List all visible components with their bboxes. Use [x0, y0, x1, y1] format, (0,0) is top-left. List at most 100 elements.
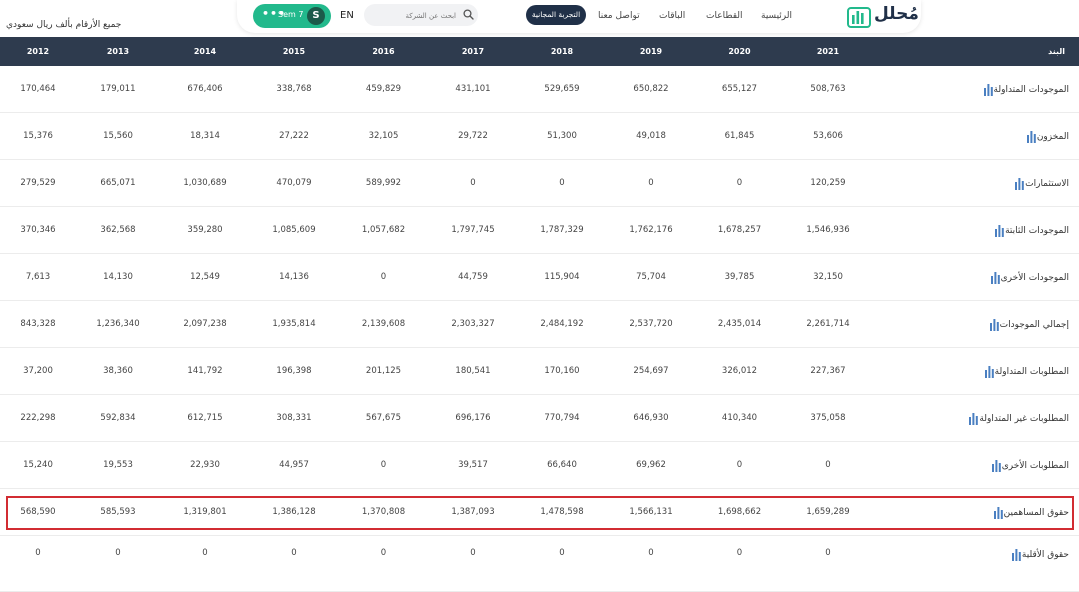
value-cell: 1,787,329	[517, 206, 607, 254]
value-cell: 0	[695, 535, 784, 592]
value-cell: 2,139,608	[338, 300, 429, 348]
value-cell: 69,962	[607, 441, 695, 489]
value-cell: 362,568	[76, 206, 160, 254]
value-cell: 22,930	[160, 441, 250, 489]
value-cell: 27,222	[250, 112, 338, 160]
bar-chart-icon[interactable]	[995, 224, 1005, 237]
avatar: S	[307, 7, 325, 25]
nav-link-contact[interactable]: تواصل معنا	[598, 11, 640, 21]
row-label: الموجودات الثابتة	[1005, 225, 1069, 236]
year-header: 2015	[250, 37, 338, 66]
value-cell: 370,346	[0, 206, 76, 254]
bar-chart-icon[interactable]	[984, 365, 995, 378]
value-cell: 0	[76, 535, 160, 592]
value-cell: 612,715	[160, 394, 250, 442]
value-cell: 180,541	[429, 347, 517, 395]
label-column-header: البند	[872, 37, 1079, 66]
value-cell: 1,797,745	[429, 206, 517, 254]
value-cell: 1,030,689	[160, 159, 250, 207]
bar-chart-icon[interactable]	[990, 271, 1001, 284]
row-label: حقوق المساهمين	[1003, 507, 1069, 518]
search-input[interactable]	[372, 7, 458, 25]
value-cell: 201,125	[338, 347, 429, 395]
value-cell: 0	[607, 159, 695, 207]
row-label-cell: المطلوبات المتداولة	[872, 347, 1079, 395]
logo-icon[interactable]	[847, 5, 871, 29]
table-row: 370,346 362,568 359,280 1,085,609 1,057,682 1…	[0, 206, 1079, 254]
value-cell: 44,759	[429, 253, 517, 301]
value-cell: 470,079	[250, 159, 338, 207]
free-trial-button[interactable]: التجربة المجانية	[526, 5, 586, 25]
row-label-cell: الموجودات المتداولة	[872, 66, 1079, 113]
table-row: 568,590 585,593 1,319,801 1,386,128 1,370,80…	[0, 488, 1079, 536]
value-cell: 37,200	[0, 347, 76, 395]
user-menu-button[interactable]: ••• Sem 7 S	[253, 4, 331, 28]
row-label: المطلوبات المتداولة	[994, 366, 1069, 377]
value-cell: 15,376	[0, 112, 76, 160]
value-cell: 170,464	[0, 66, 76, 113]
bar-chart-icon[interactable]	[989, 318, 1000, 331]
value-cell: 0	[250, 535, 338, 592]
table-row: 0 0 0 0 0 0 0 0 0 0 حقوق الأقلية	[0, 535, 1079, 592]
value-cell: 120,259	[784, 159, 872, 207]
value-cell: 0	[517, 535, 607, 592]
value-cell: 0	[338, 253, 429, 301]
bar-chart-icon[interactable]	[1026, 130, 1037, 143]
value-cell: 459,829	[338, 66, 429, 113]
value-cell: 14,136	[250, 253, 338, 301]
value-cell: 39,517	[429, 441, 517, 489]
bar-chart-icon[interactable]	[983, 83, 994, 96]
year-header: 2020	[695, 37, 784, 66]
value-cell: 843,328	[0, 300, 76, 348]
value-cell: 359,280	[160, 206, 250, 254]
value-cell: 1,566,131	[607, 488, 695, 536]
row-label-cell: إجمالي الموجودات	[872, 300, 1079, 348]
value-cell: 18,314	[160, 112, 250, 160]
value-cell: 2,484,192	[517, 300, 607, 348]
bar-chart-icon[interactable]	[991, 459, 1002, 472]
year-header: 2012	[0, 37, 76, 66]
language-toggle[interactable]: EN	[340, 10, 354, 21]
value-cell: 115,904	[517, 253, 607, 301]
value-cell: 646,930	[607, 394, 695, 442]
table-row: 7,613 14,130 12,549 14,136 0 44,759 115,904 75,…	[0, 253, 1079, 301]
value-cell: 53,606	[784, 112, 872, 160]
more-dots-icon: •••	[262, 7, 287, 20]
nav-link-home[interactable]: الرئيسية	[761, 11, 792, 21]
value-cell: 0	[429, 535, 517, 592]
value-cell: 1,762,176	[607, 206, 695, 254]
bar-chart-icon[interactable]	[1011, 548, 1022, 561]
value-cell: 75,704	[607, 253, 695, 301]
value-cell: 1,370,808	[338, 488, 429, 536]
value-cell: 2,303,327	[429, 300, 517, 348]
value-cell: 170,160	[517, 347, 607, 395]
value-cell: 38,360	[76, 347, 160, 395]
logo-wordmark[interactable]: مُحلل	[874, 4, 919, 24]
value-cell: 222,298	[0, 394, 76, 442]
value-cell: 585,593	[76, 488, 160, 536]
table-row: 279,529 665,071 1,030,689 470,079 589,992 0 0 0…	[0, 159, 1079, 207]
nav-link-sectors[interactable]: القطاعات	[706, 11, 743, 21]
value-cell: 568,590	[0, 488, 76, 536]
row-label-cell: المخزون	[872, 112, 1079, 160]
table-row: 222,298 592,834 612,715 308,331 567,675 696,1…	[0, 394, 1079, 442]
value-cell: 770,794	[517, 394, 607, 442]
year-header: 2016	[338, 37, 429, 66]
value-cell: 1,057,682	[338, 206, 429, 254]
search-icon[interactable]	[463, 9, 474, 20]
row-label: إجمالي الموجودات	[999, 319, 1069, 330]
value-cell: 0	[607, 535, 695, 592]
value-cell: 589,992	[338, 159, 429, 207]
row-label-cell: المطلوبات غير المتداولة	[872, 394, 1079, 442]
value-cell: 650,822	[607, 66, 695, 113]
units-note: جميع الأرقام بألف ريال سعودي	[6, 20, 122, 30]
value-cell: 2,261,714	[784, 300, 872, 348]
bar-chart-icon[interactable]	[969, 412, 979, 425]
value-cell: 61,845	[695, 112, 784, 160]
bar-chart-icon[interactable]	[1015, 177, 1025, 190]
nav-link-packages[interactable]: الباقات	[659, 11, 686, 21]
row-label: الموجودات المتداولة	[993, 84, 1069, 95]
bar-chart-icon[interactable]	[993, 506, 1004, 519]
value-cell: 32,150	[784, 253, 872, 301]
value-cell: 66,640	[517, 441, 607, 489]
